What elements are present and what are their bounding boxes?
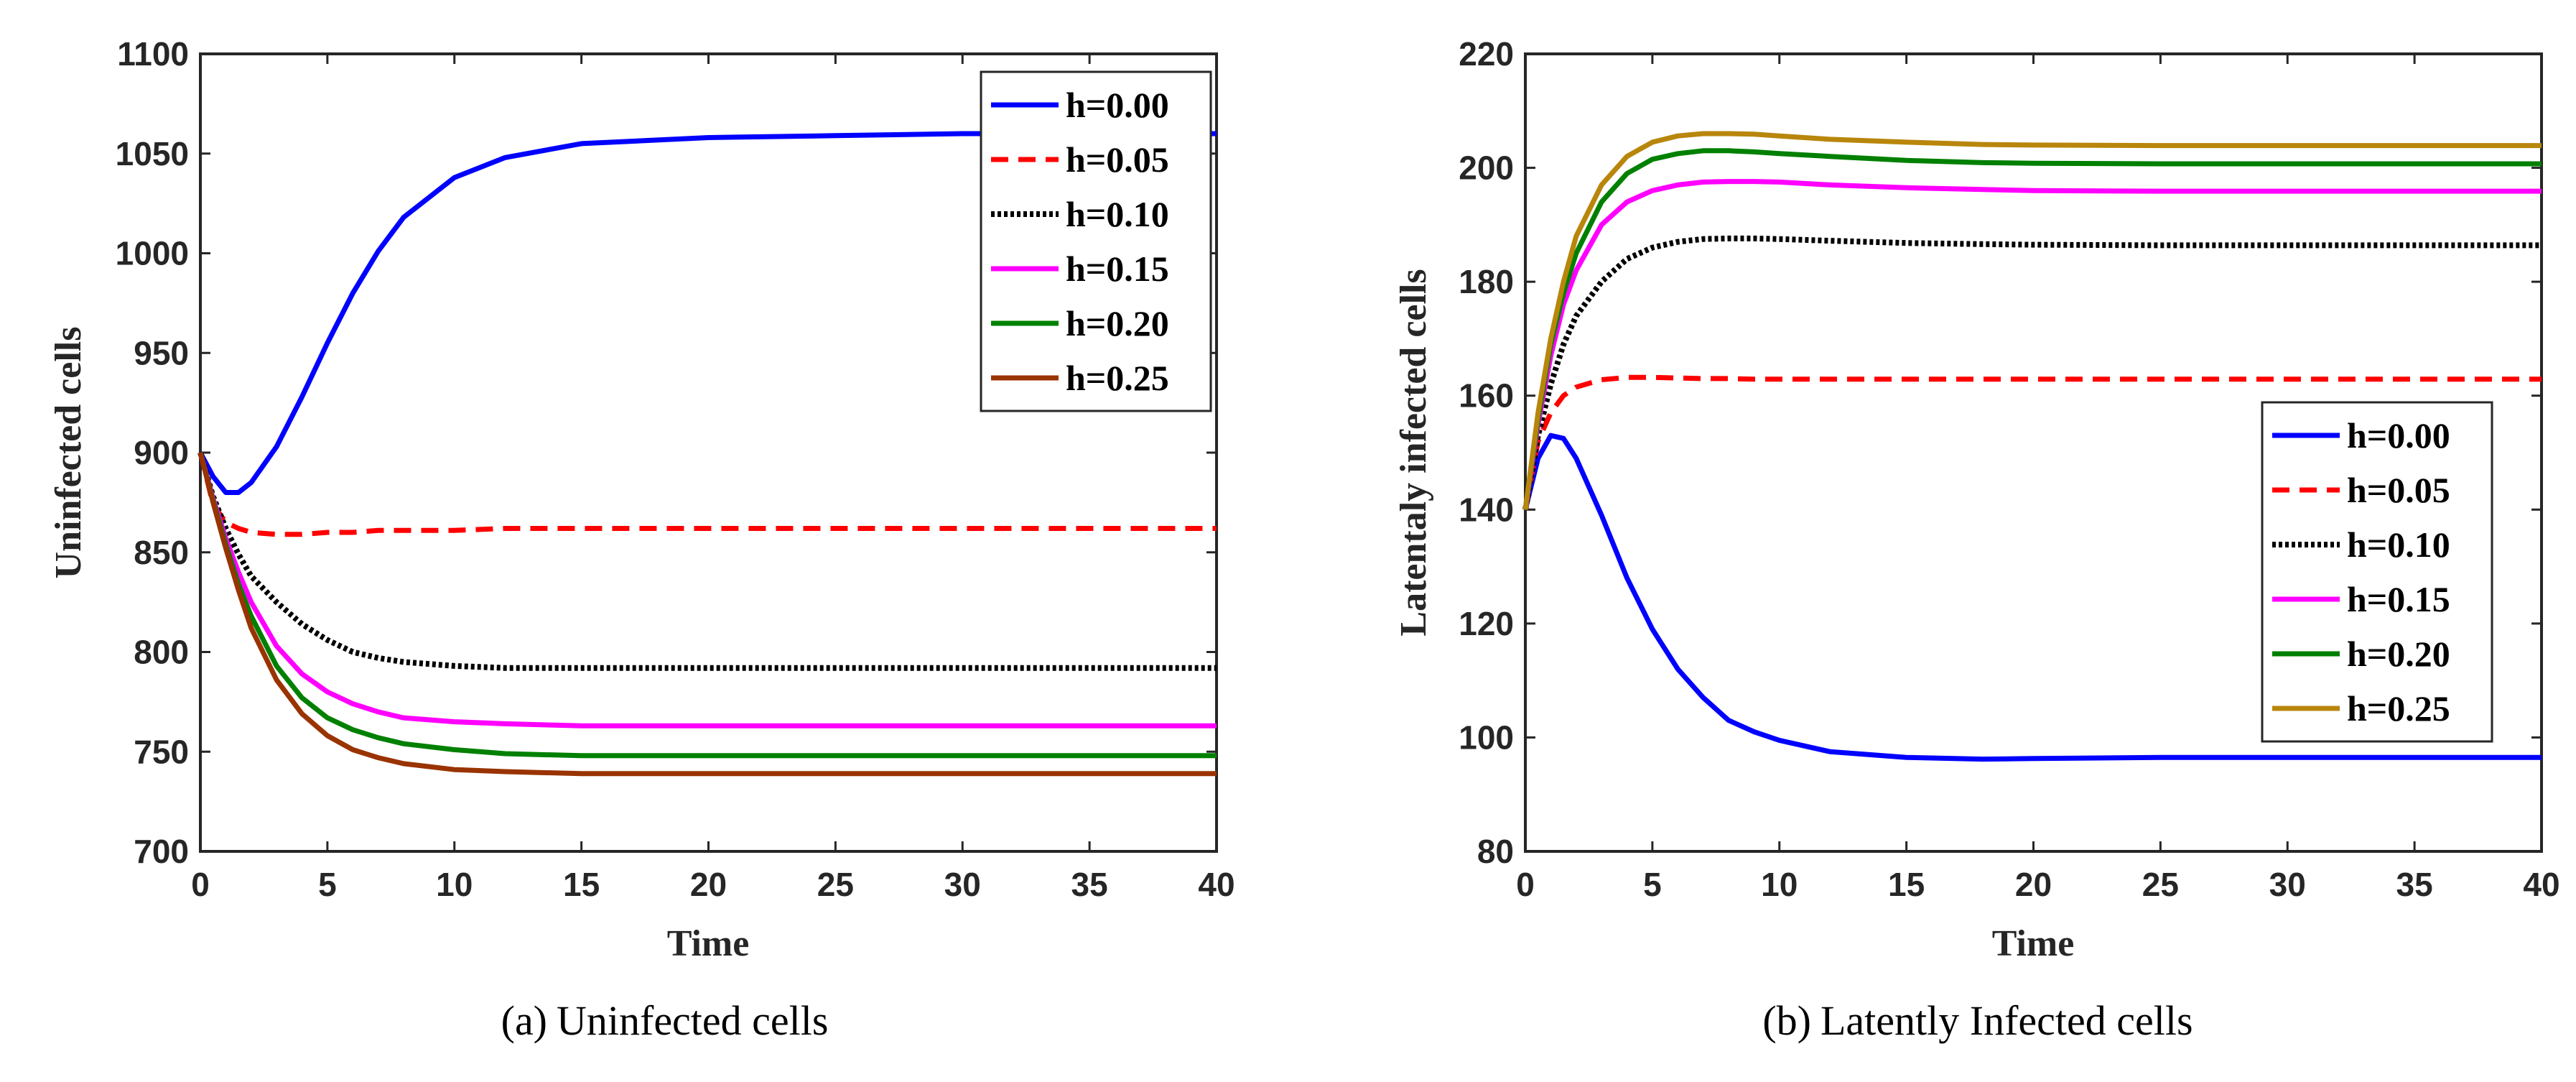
y-tick-label: 1050 xyxy=(116,135,189,172)
y-tick-label: 700 xyxy=(134,833,189,870)
series-line-h-0-25 xyxy=(1522,131,2542,510)
x-tick-label: 15 xyxy=(563,866,600,903)
y-tick-label: 1000 xyxy=(116,235,189,272)
legend-label: h=0.15 xyxy=(1066,249,1169,289)
x-axis-title: Time xyxy=(667,923,750,964)
axis-ticks xyxy=(1524,52,2543,853)
caption: (b) Latently Infected cells xyxy=(1762,997,2193,1044)
legend-label: h=0.20 xyxy=(2347,634,2450,674)
legend-label: h=0.00 xyxy=(1066,85,1169,125)
y-tick-label: 120 xyxy=(1459,605,1514,642)
chart-panel-latently-infected: 0 5 10 15 20 25 30 35 40 80 100 120 140 160 180 200 220… xyxy=(1393,35,2560,1044)
y-tick-label: 160 xyxy=(1459,377,1514,415)
caption-label: (b) xyxy=(1762,997,1811,1044)
x-tick-label: 25 xyxy=(817,866,854,903)
y-tick-label: 220 xyxy=(1459,35,1514,73)
x-tick-label: 0 xyxy=(191,866,210,903)
x-tick-labels: 0 5 10 15 20 25 30 35 40 xyxy=(1516,866,2559,903)
legend-box xyxy=(980,70,1212,412)
legend-label: h=0.25 xyxy=(1066,358,1169,398)
legend-label: h=0.20 xyxy=(1066,303,1169,343)
x-axis-title: Time xyxy=(1992,923,2075,964)
y-tick-labels: 700 750 800 850 900 950 1000 1050 1100 xyxy=(116,35,189,870)
chart-panel-uninfected: 0 5 10 15 20 25 30 35 40 700 750 800 850 900 950 1000 1… xyxy=(48,35,1235,1044)
y-tick-label: 950 xyxy=(134,334,189,371)
series-lines xyxy=(197,131,1217,777)
y-tick-label: 180 xyxy=(1459,263,1514,300)
legend-label: h=0.10 xyxy=(2347,524,2450,565)
x-tick-label: 5 xyxy=(1643,866,1662,903)
y-tick-label: 750 xyxy=(134,733,189,770)
y-tick-label: 850 xyxy=(134,534,189,571)
y-tick-label: 80 xyxy=(1477,833,1514,870)
series-line-h-0-25 xyxy=(197,452,1217,777)
series-line-h-0-00 xyxy=(197,131,1217,495)
series-line-h-0-20 xyxy=(1522,148,2542,510)
x-tick-label: 0 xyxy=(1516,866,1535,903)
series-line-h-0-10 xyxy=(197,451,1217,671)
x-tick-label: 30 xyxy=(2269,866,2306,903)
caption-text: Uninfected cells xyxy=(557,997,828,1044)
series-lines xyxy=(1522,131,2542,762)
series-line-h-0-00 xyxy=(1522,433,2542,762)
x-tick-label: 35 xyxy=(1071,866,1108,903)
legend-label: h=0.05 xyxy=(2347,470,2450,510)
series-line-h-0-10 xyxy=(1522,235,2542,510)
x-tick-labels: 0 5 10 15 20 25 30 35 40 xyxy=(191,866,1234,903)
series-line-h-0-15 xyxy=(1522,179,2542,510)
y-tick-label: 200 xyxy=(1459,149,1514,187)
series-line-h-0-05 xyxy=(197,452,1217,537)
x-tick-label: 40 xyxy=(1198,866,1234,903)
legend-box xyxy=(2261,401,2493,743)
y-tick-label: 1100 xyxy=(117,35,189,73)
x-tick-label: 20 xyxy=(2015,866,2052,903)
x-tick-label: 30 xyxy=(944,866,981,903)
series-line-h-0-15 xyxy=(197,452,1217,729)
y-axis-title: Latentaly infected cells xyxy=(1393,269,1434,636)
y-tick-label: 900 xyxy=(134,434,189,471)
x-tick-label: 15 xyxy=(1888,866,1925,903)
legend: h=0.00 h=0.05 h=0.10 h=0.15 h=0.20 h=0.25 xyxy=(2261,401,2493,743)
legend-label: h=0.15 xyxy=(2347,579,2450,619)
x-tick-label: 10 xyxy=(1761,866,1798,903)
y-tick-label: 800 xyxy=(134,634,189,671)
caption-label: (a) xyxy=(501,997,547,1044)
x-tick-label: 20 xyxy=(690,866,727,903)
x-tick-label: 5 xyxy=(318,866,337,903)
y-axis-title: Uninfected cells xyxy=(48,327,89,579)
legend-label: h=0.10 xyxy=(1066,194,1169,234)
legend-label: h=0.25 xyxy=(2347,688,2450,729)
caption-text: Latently Infected cells xyxy=(1821,997,2193,1044)
y-tick-label: 140 xyxy=(1459,491,1514,528)
x-tick-label: 10 xyxy=(436,866,473,903)
y-tick-label: 100 xyxy=(1459,718,1514,756)
legend-label: h=0.05 xyxy=(1066,139,1169,180)
x-tick-label: 35 xyxy=(2396,866,2433,903)
legend-label: h=0.00 xyxy=(2347,415,2450,456)
y-tick-labels: 80 100 120 140 160 180 200 220 xyxy=(1459,35,1514,870)
caption: (a) Uninfected cells xyxy=(501,997,829,1044)
x-tick-label: 40 xyxy=(2523,866,2559,903)
legend: h=0.00 h=0.05 h=0.10 h=0.15 h=0.20 h=0.25 xyxy=(980,70,1212,412)
x-tick-label: 25 xyxy=(2142,866,2179,903)
